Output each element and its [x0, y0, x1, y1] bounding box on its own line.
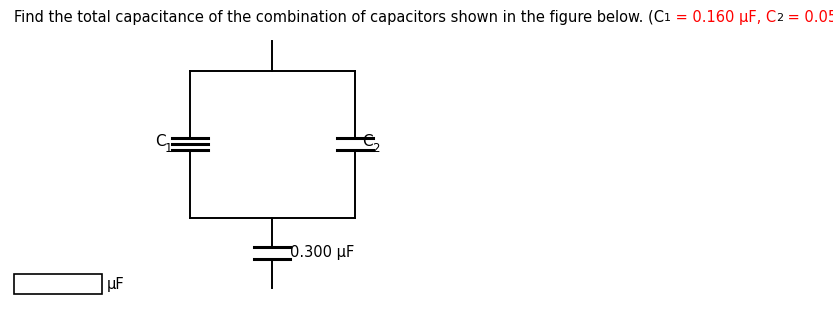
Text: 0.300 μF: 0.300 μF — [290, 246, 354, 260]
Text: 1: 1 — [664, 13, 671, 23]
Text: C: C — [155, 134, 166, 150]
Bar — [14, 274, 102, 294]
Text: Find the total capacitance of the combination of capacitors shown in the figure : Find the total capacitance of the combin… — [14, 10, 664, 25]
Text: = 0.160 μF, C: = 0.160 μF, C — [671, 10, 776, 25]
Text: 1: 1 — [165, 141, 172, 155]
Text: = 0.0560 μF.): = 0.0560 μF.) — [783, 10, 833, 25]
Text: μF: μF — [107, 277, 125, 292]
Text: C: C — [362, 134, 372, 150]
Text: 2: 2 — [776, 13, 783, 23]
Text: 2: 2 — [372, 141, 380, 155]
